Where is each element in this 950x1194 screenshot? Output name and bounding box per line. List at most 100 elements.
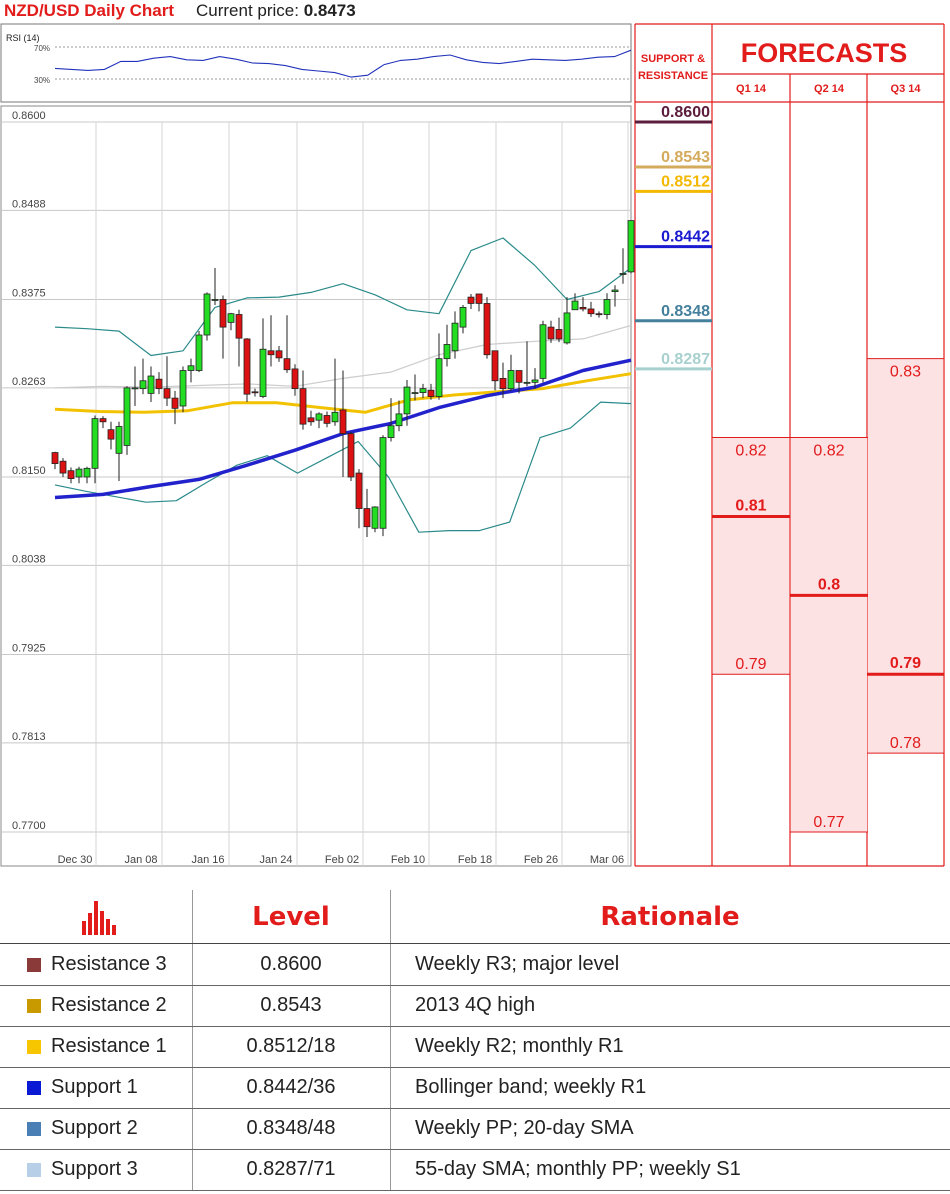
candle-body [451, 322, 459, 352]
sr-level-label: 0.8287 [661, 351, 710, 368]
bar-chart-icon [82, 901, 116, 935]
candle-body [539, 324, 547, 379]
y-tick-label: 0.8375 [12, 288, 46, 300]
forecast-range-box [713, 437, 789, 675]
table-header: Level Rationale [0, 890, 950, 944]
candle-body [291, 368, 299, 390]
row-divider [0, 1190, 950, 1191]
forecast-high-label: 0.82 [813, 443, 844, 460]
candle-body [627, 220, 635, 273]
candle-body [467, 296, 475, 304]
candle-body [443, 344, 451, 360]
row-divider [0, 1108, 950, 1109]
chart-header: NZD/USD Daily Chart Current price: 0.847… [0, 0, 634, 24]
candle-body [507, 370, 515, 390]
x-tick-label: Dec 30 [58, 854, 93, 866]
row-rationale: 2013 4Q high [415, 994, 536, 1016]
x-tick-label: Feb 18 [458, 854, 492, 866]
row-divider [0, 1067, 950, 1068]
row-level: 0.8442/36 [246, 1076, 336, 1098]
color-swatch [27, 957, 41, 972]
candle-body [331, 411, 339, 423]
candle-body [595, 313, 603, 316]
candle-body [475, 293, 483, 304]
candle-body [587, 308, 595, 315]
quarter-label: Q1 14 [736, 83, 767, 95]
candle-body [347, 433, 355, 478]
candle-body [131, 387, 139, 390]
table-header-icon-cell [0, 890, 192, 944]
candle-body [83, 467, 91, 478]
candle-body [227, 313, 235, 323]
candle-body [51, 452, 59, 464]
y-tick-label: 0.7700 [12, 820, 46, 832]
row-name-cell: Resistance 2 [0, 985, 192, 1026]
candle-body [299, 388, 307, 425]
color-swatch [27, 998, 41, 1013]
forecast-low-label: 0.77 [813, 814, 844, 831]
chart-canvas: 0.8600 0.8488 0.8375 0.8263 0.8150 0.8038 0.79… [0, 23, 945, 867]
candle-body [531, 379, 539, 383]
row-name-cell: Support 1 [0, 1067, 192, 1108]
row-name: Support 1 [51, 1076, 138, 1098]
candle-body [123, 387, 131, 446]
rsi-line [54, 49, 632, 78]
candle-body [339, 409, 347, 435]
x-tick-label: Feb 02 [325, 854, 359, 866]
forecast-low-label: 0.79 [735, 656, 766, 673]
row-rationale: Weekly R2; monthly R1 [415, 1035, 624, 1057]
candle-body [99, 418, 107, 423]
candle-body [499, 377, 507, 390]
x-tick-label: Feb 26 [524, 854, 558, 866]
table-header-border [0, 943, 950, 944]
candle-body [403, 386, 411, 415]
candle-body [515, 370, 523, 383]
candle-body [547, 326, 555, 340]
candle-body [315, 413, 323, 421]
row-rationale: Weekly R3; major level [415, 953, 620, 975]
candle-body [427, 389, 435, 397]
row-rationale: 55-day SMA; monthly PP; weekly S1 [415, 1158, 741, 1180]
candle-body [419, 388, 427, 393]
y-tick-label: 0.8150 [12, 465, 46, 477]
candle-body [211, 299, 219, 301]
candle-body [283, 358, 291, 371]
candle-body [603, 299, 611, 315]
forecast-high-label: 0.83 [890, 364, 921, 381]
candle-body [147, 375, 155, 394]
candle-body [115, 426, 123, 454]
sr-level-label: 0.8543 [661, 149, 710, 166]
candle-body [387, 425, 395, 438]
candle-body [307, 417, 315, 423]
candle-body [155, 378, 163, 390]
table-row: Resistance 2 0.8543 2013 4Q high [0, 985, 950, 1026]
row-level: 0.8512/18 [246, 1035, 336, 1057]
color-swatch [27, 1080, 41, 1095]
candle-body [171, 397, 179, 409]
table-row: Support 3 0.8287/71 55-day SMA; monthly PP… [0, 1149, 950, 1190]
rsi-title: RSI (14) [6, 33, 40, 43]
candle-body [371, 506, 379, 529]
forecast-high-label: 0.82 [735, 443, 766, 460]
candle-body [491, 350, 499, 382]
table-row: Support 1 0.8442/36 Bollinger band; weekly… [0, 1067, 950, 1108]
forecast-mid-label: 0.8 [818, 576, 840, 593]
x-tick-label: Jan 16 [191, 854, 224, 866]
current-price-value: 0.8473 [303, 1, 356, 20]
candle-body [571, 300, 579, 311]
row-divider [0, 985, 950, 986]
row-name-cell: Support 3 [0, 1149, 192, 1190]
forecast-mid-label: 0.79 [890, 655, 921, 672]
forecasts-title: FORECASTS [741, 38, 908, 68]
row-rationale: Weekly PP; 20-day SMA [415, 1117, 634, 1139]
candle-body [363, 508, 371, 528]
row-name: Support 2 [51, 1117, 138, 1139]
candle-body [459, 306, 467, 328]
candle-body [483, 303, 491, 356]
current-price-label: Current price: [196, 1, 299, 20]
candle-body [219, 299, 227, 328]
x-tick-label: Jan 08 [124, 854, 157, 866]
candle-body [611, 289, 619, 293]
candle-body [267, 350, 275, 356]
price-panel [0, 105, 632, 867]
